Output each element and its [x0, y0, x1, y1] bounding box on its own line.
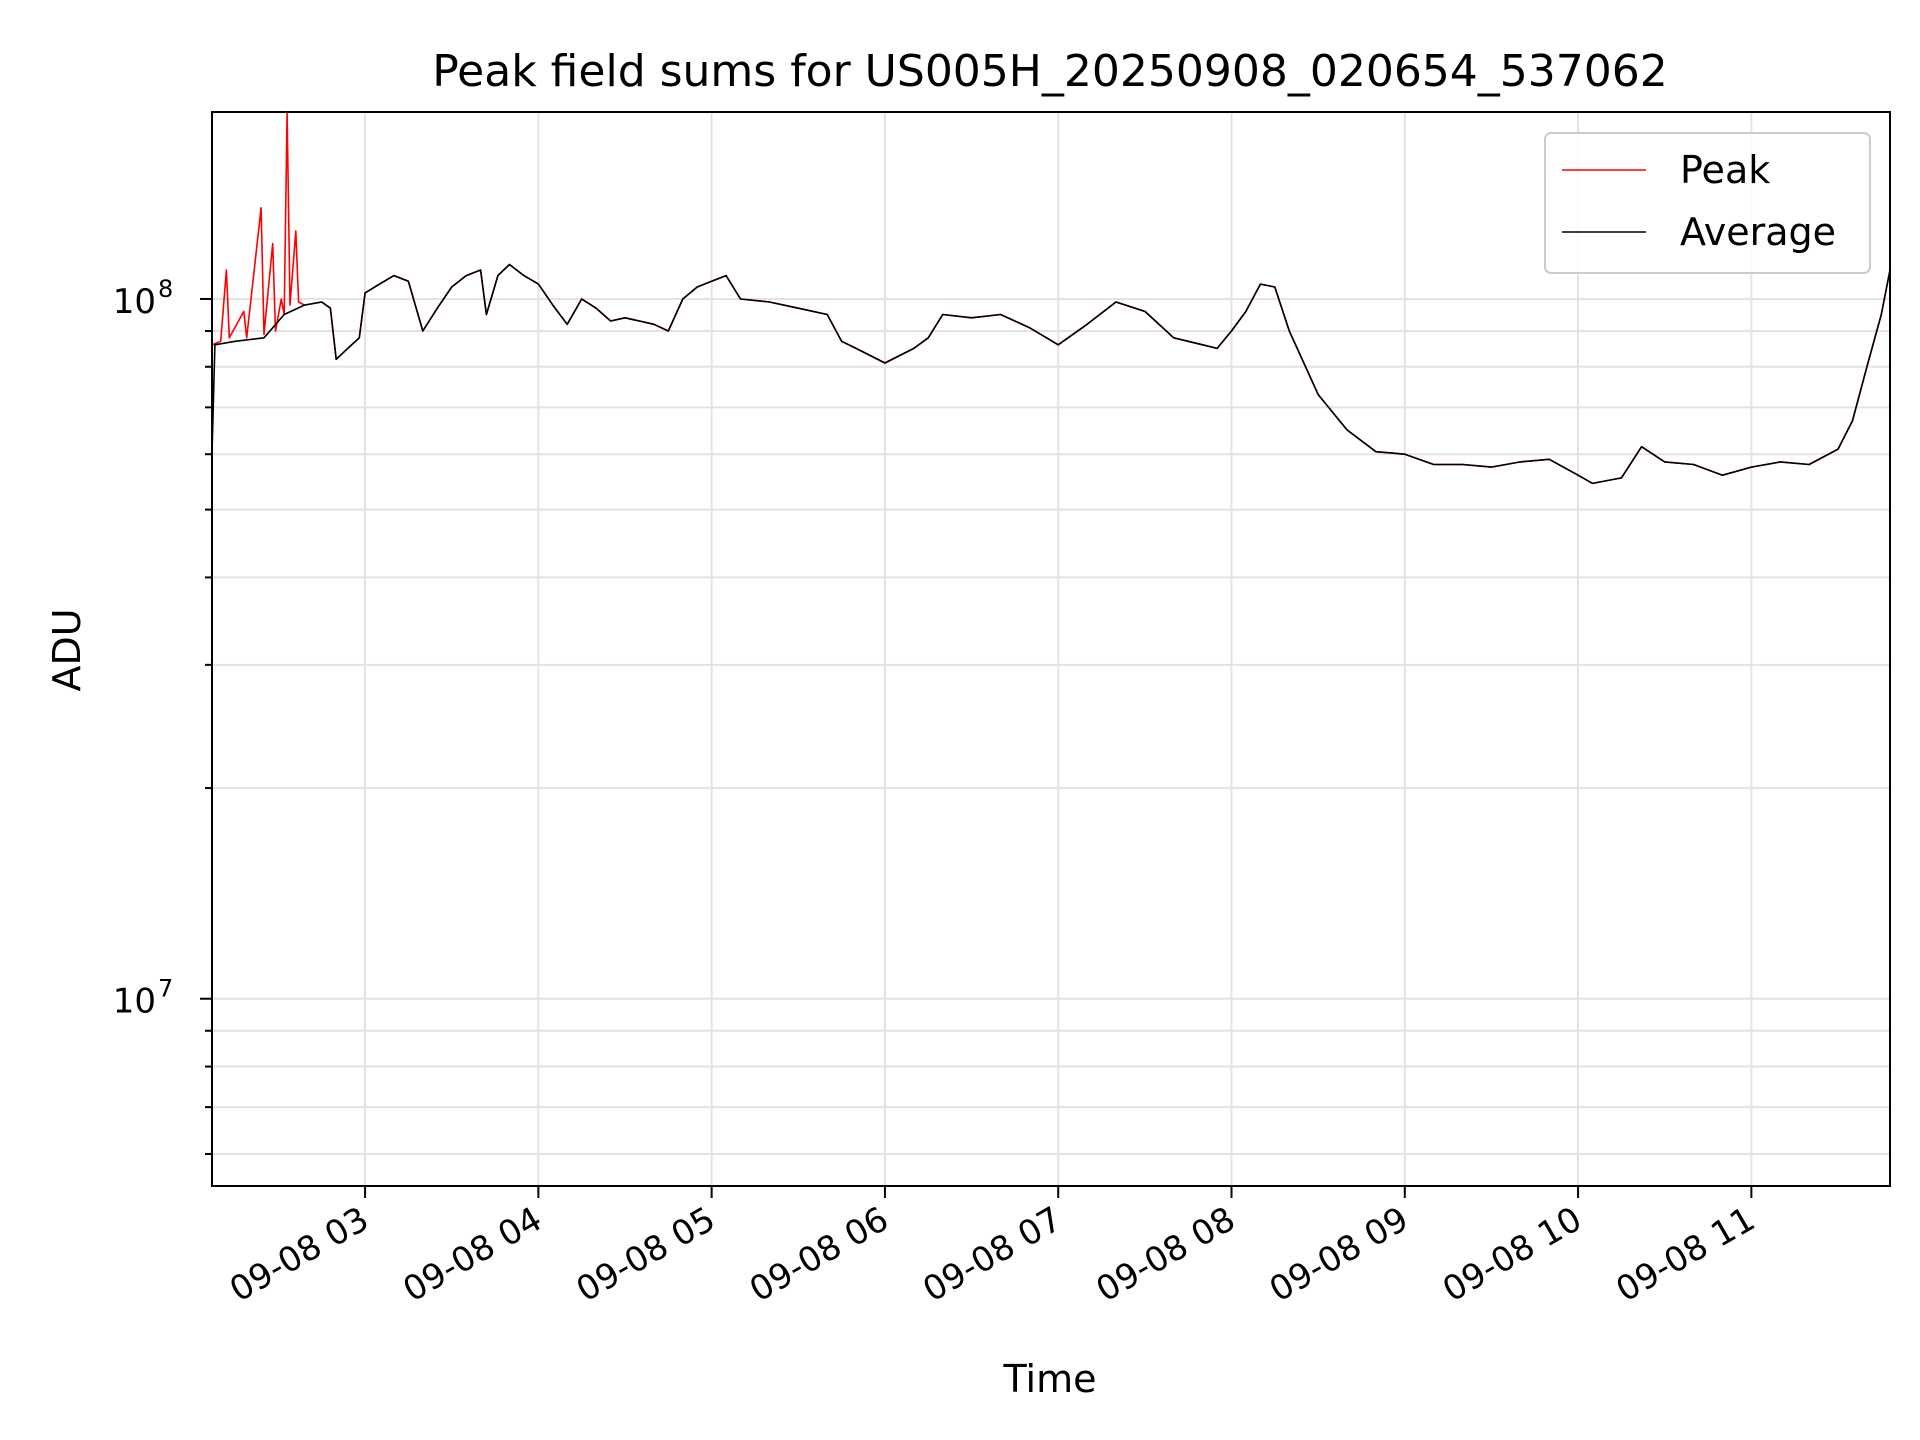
y-tick-base: 10 [113, 282, 156, 322]
series-lines [211, 111, 1891, 485]
y-axis-label: ADU [45, 608, 89, 691]
y-tick-label: 10 [113, 282, 156, 322]
y-tick-label: 10 [113, 982, 156, 1022]
y-tick-base: 10 [113, 982, 156, 1022]
legend: Peak Average [1544, 132, 1871, 274]
x-axis-label: Time [1003, 1357, 1097, 1401]
legend-label-average: Average [1680, 210, 1836, 254]
plot-frame [211, 111, 1891, 1187]
y-tick-exponent: 8 [158, 275, 173, 303]
grid-lines [212, 112, 1890, 1186]
series-line-average [211, 263, 1891, 485]
y-tick-exponent: 7 [158, 975, 173, 1003]
legend-label-peak: Peak [1680, 148, 1770, 192]
legend-box [1544, 132, 1871, 274]
chart-title: Peak field sums for US005H_20250908_0206… [432, 46, 1668, 97]
